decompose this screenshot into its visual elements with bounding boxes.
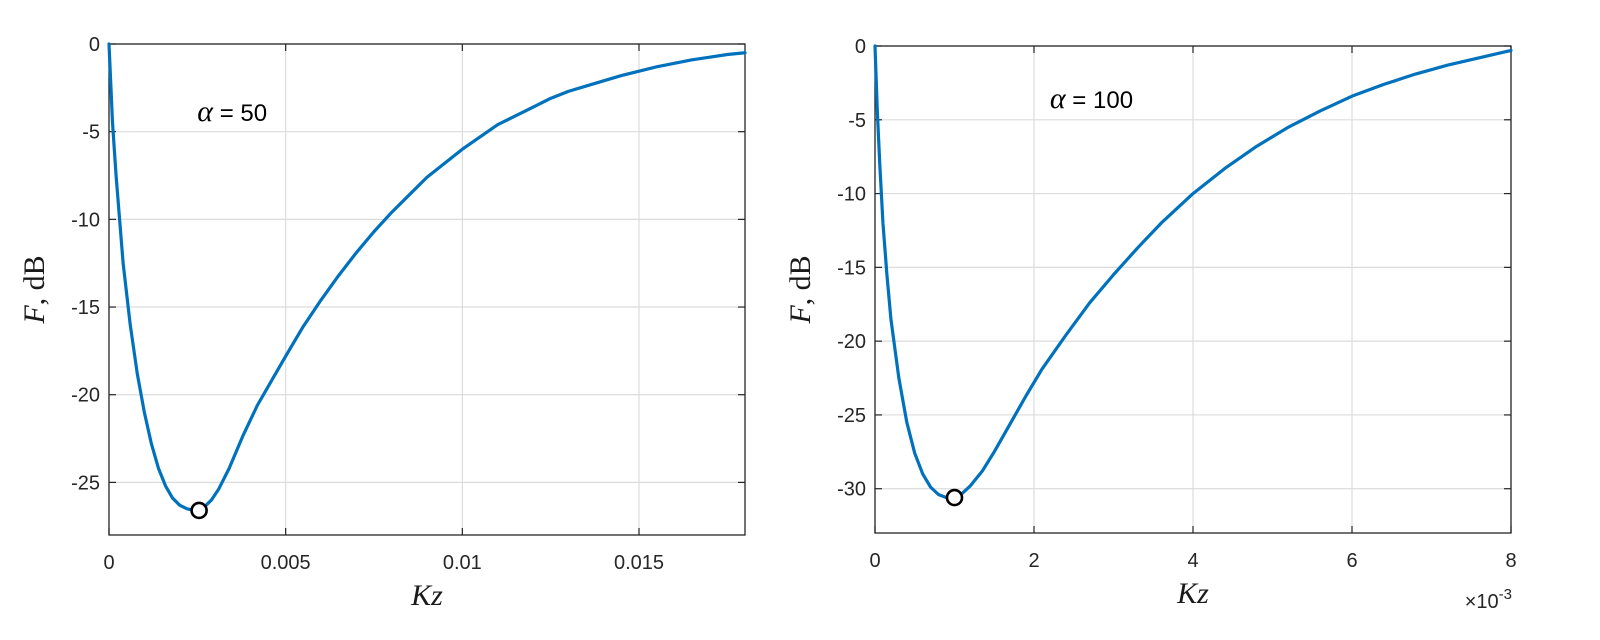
x-tick-label: 6 <box>1346 550 1357 572</box>
y-tick-label: 0 <box>855 36 866 58</box>
series-line <box>873 44 1513 500</box>
grid-lines <box>874 45 1512 533</box>
x-tick-labels: 0 0.005 0.01 0.015 <box>103 552 664 574</box>
y-tick-label: -10 <box>71 209 100 231</box>
y-tick-label: -30 <box>837 479 866 501</box>
y-tick-labels: 0 -5 -10 -15 -20 -25 -30 <box>837 36 866 501</box>
y-tick-label: 0 <box>89 34 100 56</box>
x-tick-label: 0.005 <box>261 552 311 574</box>
y-axis-label: F, dB <box>784 255 817 324</box>
x-tick-labels: 0 2 4 6 8 <box>869 550 1516 572</box>
y-axis-variable: F <box>784 305 817 325</box>
y-axis-variable: F <box>18 305 51 325</box>
y-tick-labels: 0 -5 -10 -15 -20 -25 <box>71 34 100 494</box>
alpha-symbol: α <box>197 95 214 128</box>
minimum-marker <box>190 501 208 520</box>
x-tick-label: 0.01 <box>443 552 482 574</box>
x-tick-label: 8 <box>1505 550 1516 572</box>
chart-alpha-50: 0 0.005 0.01 0.015 0 -5 -10 -15 -20 -25 α = 50 K… <box>18 34 747 612</box>
y-tick-label: -25 <box>837 405 866 427</box>
chart-alpha-100: 0 2 4 6 8 0 -5 -10 -15 -20 -25 -30 α = 100 Kz F, d… <box>784 36 1517 613</box>
y-tick-label: -25 <box>71 472 100 494</box>
series-line <box>107 42 747 513</box>
y-tick-label: -10 <box>837 184 866 206</box>
alpha-annotation: α = 100 <box>1050 82 1133 115</box>
x-tick-label: 0.015 <box>614 552 664 574</box>
x-tick-label: 4 <box>1187 550 1198 572</box>
y-tick-label: -5 <box>82 122 100 144</box>
multiplier-exponent: -3 <box>1499 586 1512 603</box>
y-tick-label: -20 <box>71 385 100 407</box>
y-axis-label: F, dB <box>18 255 51 324</box>
x-axis-label: Kz <box>1176 577 1209 610</box>
y-axis-unit: , dB <box>784 255 817 305</box>
y-tick-label: -15 <box>71 297 100 319</box>
x-tick-label: 0 <box>103 552 114 574</box>
y-tick-label: -5 <box>848 110 866 132</box>
y-axis-unit: , dB <box>18 255 51 305</box>
alpha-annotation: α = 50 <box>197 95 267 128</box>
y-tick-label: -15 <box>837 257 866 279</box>
x-tick-label: 0 <box>869 550 880 572</box>
x-axis-multiplier: ×10-3 <box>1465 586 1512 613</box>
minimum-marker <box>945 488 964 507</box>
x-tick-label: 2 <box>1028 550 1039 572</box>
plot-area-frame <box>108 43 746 536</box>
alpha-value: = 100 <box>1066 87 1133 114</box>
x-axis-label: Kz <box>410 579 443 612</box>
alpha-symbol: α <box>1050 82 1067 115</box>
y-tick-label: -20 <box>837 331 866 353</box>
multiplier-base: ×10 <box>1465 591 1499 613</box>
alpha-value: = 50 <box>213 100 267 127</box>
